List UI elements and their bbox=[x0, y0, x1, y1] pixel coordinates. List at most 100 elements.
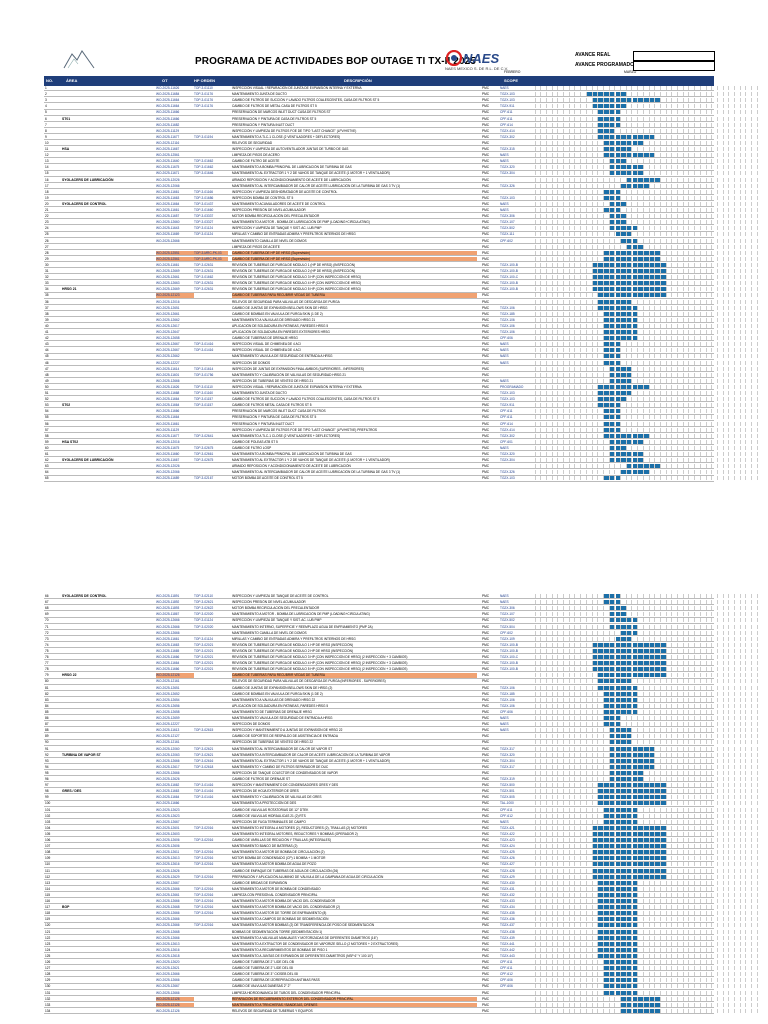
row-description: APLICACIÓN DE SOLDADURA EN PATINEAS, PAR… bbox=[232, 324, 477, 328]
gantt-cell bbox=[752, 361, 758, 365]
row-number: 60 bbox=[45, 446, 57, 450]
row-type: PMC bbox=[482, 184, 496, 188]
row-number: 74 bbox=[45, 643, 57, 647]
row-area: HSA bbox=[62, 147, 110, 151]
row-scope: CPF-614 bbox=[500, 123, 528, 127]
row-scope: TG2X-100-B bbox=[500, 667, 528, 671]
table-row: 20 SYGLACERS DE CONTROL WO-2025-11664 TOP-3… bbox=[44, 202, 714, 207]
table-row: 6 ST01 WO-2025-11666 PRESERVACIÓN Y PINTURA… bbox=[44, 117, 714, 122]
table-row: 59 HSA ST02 WO-2025-12016 CAMBIO DE POLEAS … bbox=[44, 440, 714, 445]
table-row: 40 WO-2025-12617 APLICACIÓN DE SOLDADURA E… bbox=[44, 324, 714, 329]
row-type: PMC bbox=[482, 379, 496, 383]
gantt-bar bbox=[530, 208, 714, 212]
table-row: 55 WO-2025-11664 PRESERVACIÓN Y PINTURA DE… bbox=[44, 415, 714, 420]
table-row: 75 WO-2025-11665 TOP-3-02021 REVISIÓN DE TU… bbox=[44, 649, 714, 654]
gantt-bar bbox=[530, 159, 714, 163]
gantt-cell bbox=[752, 409, 758, 413]
row-ot: WO-2025-11665 bbox=[156, 649, 194, 653]
row-type: PMC bbox=[482, 293, 496, 297]
row-scope: TG2X-304 bbox=[500, 171, 528, 175]
row-scope: TG2X-320 bbox=[500, 452, 528, 456]
row-description: REVISIÓN DE TUBERÍAS DE PURGA DE MÓDULO … bbox=[232, 649, 477, 653]
row-ot: WO-2025-11661 bbox=[156, 637, 194, 641]
row-number: 58 bbox=[45, 434, 57, 438]
row-hp-order: TOP-3-01176 bbox=[194, 98, 228, 102]
row-hp-order: TOP-3-01614 bbox=[194, 367, 228, 371]
row-type: PMC bbox=[482, 631, 496, 635]
gantt-cell bbox=[752, 104, 758, 108]
gantt-bar bbox=[530, 385, 714, 389]
row-ot: WO-2025-12617 bbox=[156, 324, 194, 328]
table-row: 34 HRSG 21 WO-2025-12669 TOP-3-02631 REVISIÓ… bbox=[44, 287, 714, 292]
row-description: MANTENIMIENTO A VÁLVULAS DE DRENADO HRSG… bbox=[232, 318, 477, 322]
row-ot: WO-2025-11663 bbox=[156, 196, 194, 200]
gantt-bar bbox=[530, 86, 714, 90]
row-number: 12 bbox=[45, 153, 57, 157]
row-type: PMC bbox=[482, 594, 496, 598]
row-number: 51 bbox=[45, 391, 57, 395]
gantt-cell bbox=[752, 147, 758, 151]
row-type: PMC bbox=[482, 257, 496, 261]
row-scope: NAES bbox=[500, 354, 528, 358]
gantt-cell bbox=[752, 458, 758, 462]
row-description: INSPECCIÓN Y LIMPIEZA DE AUTOVENTILADOR … bbox=[232, 147, 477, 151]
row-ot: WO-2025-11666 bbox=[156, 117, 194, 121]
row-number: 72 bbox=[45, 631, 57, 635]
row-description: LIMPIEZA DE PISOS DE ACERO bbox=[232, 153, 477, 157]
row-scope: TG2X-302 bbox=[500, 434, 528, 438]
row-scope: TG2X-103 bbox=[500, 98, 528, 102]
table-row: 16 SYGLACERS DE LUBRICACIÓN WO-2025-12026 A… bbox=[44, 178, 714, 183]
gantt-cell bbox=[752, 232, 758, 236]
table-row: 13 WO-2025-11640 TOP-3-01662 CAMBIO DE FILT… bbox=[44, 159, 714, 164]
row-ot: WO-2025-12661 bbox=[156, 275, 194, 279]
row-description: MANTENIMIENTO CAMILLA DE NIVEL DE DOMOS bbox=[232, 631, 477, 635]
avance-real-label: AVANCE REAL bbox=[575, 52, 610, 58]
row-description: MANTENIMIENTO VALVULA DE SEGURIDAD DE EN… bbox=[232, 354, 477, 358]
gantt-bar bbox=[530, 606, 714, 610]
row-scope: TG2X-103 bbox=[500, 476, 528, 480]
row-number: 49 bbox=[45, 379, 57, 383]
gantt-cell bbox=[752, 293, 758, 297]
row-type: PMC bbox=[482, 287, 496, 291]
row-number: 66 bbox=[45, 594, 57, 598]
row-number: 54 bbox=[45, 409, 57, 413]
row-type: PMC bbox=[482, 165, 496, 169]
table-row: 60 WO-2025-11675 TOP-3-02675 CAMBIO DE FILT… bbox=[44, 446, 714, 451]
gantt-bar bbox=[530, 612, 714, 616]
table-row: 29 WO-2025-12561 TOP-3-MRC-PK-03 CAMBIO DE … bbox=[44, 257, 714, 262]
row-ot: WO-2025-11640 bbox=[156, 159, 194, 163]
gantt-cell bbox=[752, 422, 758, 426]
gantt-cell bbox=[752, 312, 758, 316]
row-type: PMC bbox=[482, 625, 496, 629]
table-row: 27 LIMPIEZA DE PISOS DE ACEITE PMC bbox=[44, 245, 714, 250]
row-number: 40 bbox=[45, 324, 57, 328]
gantt-cell bbox=[752, 336, 758, 340]
gantt-bar bbox=[530, 324, 714, 328]
gantt-cell bbox=[752, 86, 758, 90]
row-description: CAMBIO DE FILTROS METAL CASA DE FILTROS … bbox=[232, 403, 477, 407]
row-ot: WO-2025-12666 bbox=[156, 239, 194, 243]
row-ot: WO-2025-11664 bbox=[156, 403, 194, 407]
gantt-cell bbox=[752, 600, 758, 604]
row-number: 24 bbox=[45, 226, 57, 230]
row-ot: WO-2025-12016 bbox=[156, 440, 194, 444]
row-description: INSPECCIÓN DE JUNTAS DE EXPANSIÓN FINAL … bbox=[232, 367, 477, 371]
gantt-cell bbox=[752, 476, 758, 480]
row-number: 44 bbox=[45, 348, 57, 352]
row-description: PRESERVACIÓN Y PINTURA INLET DUCT bbox=[232, 422, 477, 426]
row-scope: TG2X-103 bbox=[500, 92, 528, 96]
row-description: REVISIÓN DE TUBERÍAS DE PURGA DE MÓDULO … bbox=[232, 269, 477, 273]
row-number: 1 bbox=[45, 86, 57, 90]
gantt-cell bbox=[752, 245, 758, 249]
row-number: 61 bbox=[45, 452, 57, 456]
gantt-bar bbox=[530, 184, 714, 188]
row-number: 55 bbox=[45, 415, 57, 419]
row-description: MANTENIMIENTO A MOTOR - BOMBA DE LUBRICA… bbox=[232, 220, 477, 224]
gantt-bar bbox=[530, 476, 714, 480]
row-ot: WO-2025-11675 bbox=[156, 446, 194, 450]
row-ot: WO-2025-11661 bbox=[156, 208, 194, 212]
row-type: PMC bbox=[482, 239, 496, 243]
row-hp-order: TOP-3-02661 bbox=[194, 452, 228, 456]
row-hp-order: TOP-3-02675 bbox=[194, 458, 228, 462]
